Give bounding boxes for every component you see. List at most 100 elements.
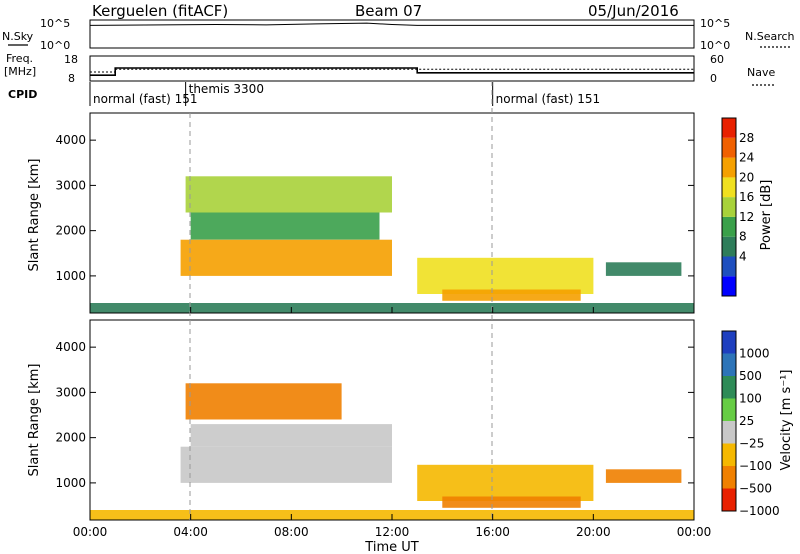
radar-title: Kerguelen (fitACF) (92, 2, 228, 20)
nave-label: Nave (747, 66, 775, 79)
velocity-colorbar-tick: 100 (739, 392, 762, 406)
nsearch-label: N.Search (745, 30, 795, 43)
heatmap-cell (180, 446, 392, 483)
freq-panel: Freq. [MHz] 18 8 60 0 Nave (4, 52, 775, 86)
heatmap-cell (180, 239, 392, 276)
y-tick-label: 1000 (55, 476, 86, 490)
power-colorbar-swatch (722, 216, 736, 237)
velocity-colorbar-swatch (722, 443, 736, 466)
velocity-colorbar-swatch (722, 353, 736, 376)
power-colorbar-tick: 20 (739, 170, 754, 184)
nave-tick-top: 60 (710, 53, 724, 66)
x-tick-label: 04:00 (173, 525, 208, 539)
heatmap-cell (442, 289, 581, 301)
power-colorbar-swatch (722, 197, 736, 217)
velocity-colorbar-tick: 1000 (739, 347, 770, 361)
y-ticks: 4000 3000 2000 1000 4000 3000 2000 1000 (55, 133, 694, 490)
beam-title: Beam 07 (355, 2, 422, 20)
nsearch-tick-bottom: 10^0 (700, 39, 730, 52)
nave-series-line (90, 68, 694, 73)
power-panel (89, 112, 695, 314)
power-colorbar-tick: 4 (739, 249, 747, 263)
heatmap-cell (605, 262, 682, 276)
power-colorbar-tick: 16 (739, 190, 754, 204)
freq-series-line (90, 67, 694, 76)
cpid-segment-label: normal (fast) 151 (496, 92, 600, 106)
x-tick-label: 00:00 (677, 525, 712, 539)
velocity-colorbar-frame (721, 330, 737, 512)
velocity-colorbar-swatch (722, 376, 736, 399)
freq-tick-bottom: 8 (68, 72, 75, 85)
x-tick-label: 16:00 (475, 525, 510, 539)
velocity-colorbar-tick: 25 (739, 414, 754, 428)
heatmap-cell (185, 176, 392, 213)
velocity-colorbar-swatch (722, 466, 736, 489)
power-marks (90, 176, 694, 313)
cpid-segment-label: normal (fast) 151 (93, 92, 197, 106)
cpid-label: CPID (8, 88, 37, 101)
x-ticks: 00:00 04:00 08:00 12:00 16:00 20:00 00:00 (73, 307, 712, 539)
power-colorbar-swatch (722, 256, 736, 277)
heatmap-cell (190, 424, 392, 447)
cpid-segment-label: themis 3300 (189, 82, 264, 96)
velocity-colorbar-swatch (722, 488, 736, 511)
velocity-colorbar-tick: 500 (739, 369, 762, 383)
heatmap-cell (417, 464, 594, 501)
freq-label: Freq. (6, 52, 33, 65)
power-colorbar: 28 24 20 16 12 8 4 (721, 117, 754, 297)
y-tick-label: 1000 (55, 269, 86, 283)
x-tick-label: 08:00 (274, 525, 309, 539)
power-colorbar-tick: 28 (739, 131, 754, 145)
y-tick-label: 3000 (55, 385, 86, 399)
velocity-colorbar-swatch (722, 398, 736, 421)
power-colorbar-swatch (722, 118, 736, 138)
velocity-panel (89, 319, 695, 521)
velocity-colorbar: 1000 500 100 25 −25 −100 −500 −1000 (721, 330, 780, 518)
power-colorbar-swatch (722, 177, 736, 198)
date-title: 05/Jun/2016 (588, 2, 679, 20)
heatmap-cell (185, 383, 342, 420)
xlabel: Time UT (364, 540, 418, 554)
nsky-label: N.Sky (2, 30, 34, 43)
y-tick-label: 2000 (55, 431, 86, 445)
velocity-ylabel: Slant Range [km] (27, 364, 42, 477)
velocity-colorbar-tick: −500 (739, 482, 772, 496)
velocity-colorbar-swatch (722, 331, 736, 354)
power-colorbar-tick: 12 (739, 210, 754, 224)
nsky-panel: N.Sky 10^5 10^0 10^5 10^0 N.Search (2, 17, 795, 52)
nsky-tick-top: 10^5 (40, 17, 70, 30)
power-colorbar-swatch (722, 276, 736, 296)
velocity-colorbar-swatch (722, 421, 736, 444)
power-colorbar-tick: 8 (739, 230, 747, 244)
velocity-colorbar-tick: −1000 (739, 504, 780, 518)
power-colorbar-swatch (722, 137, 736, 158)
y-tick-label: 2000 (55, 224, 86, 238)
heatmap-cell (417, 257, 594, 294)
x-tick-label: 00:00 (73, 525, 108, 539)
heatmap-cell (605, 469, 682, 483)
heatmap-cell (190, 212, 380, 240)
power-colorbar-swatch (722, 157, 736, 178)
nave-tick-bottom: 0 (710, 72, 717, 85)
nsky-tick-bottom: 10^0 (40, 39, 70, 52)
y-tick-label: 3000 (55, 178, 86, 192)
power-colorbar-frame (721, 117, 737, 297)
power-colorbar-tick: 24 (739, 151, 754, 165)
x-tick-label: 12:00 (375, 525, 410, 539)
freq-tick-top: 18 (64, 53, 78, 66)
velocity-colorbar-label: Velocity [m s⁻¹] (779, 370, 794, 471)
velocity-colorbar-tick: −100 (739, 459, 772, 473)
y-tick-label: 4000 (55, 133, 86, 147)
nsearch-tick-top: 10^5 (700, 17, 730, 30)
heatmap-cell (442, 496, 581, 508)
power-colorbar-swatch (722, 236, 736, 257)
nsky-series-line (89, 22, 694, 26)
velocity-colorbar-tick: −25 (739, 437, 764, 451)
power-ylabel: Slant Range [km] (27, 159, 42, 272)
freq-unit: [MHz] (4, 65, 36, 78)
power-colorbar-label: Power [dB] (759, 180, 774, 251)
y-tick-label: 4000 (55, 340, 86, 354)
x-tick-label: 20:00 (576, 525, 611, 539)
